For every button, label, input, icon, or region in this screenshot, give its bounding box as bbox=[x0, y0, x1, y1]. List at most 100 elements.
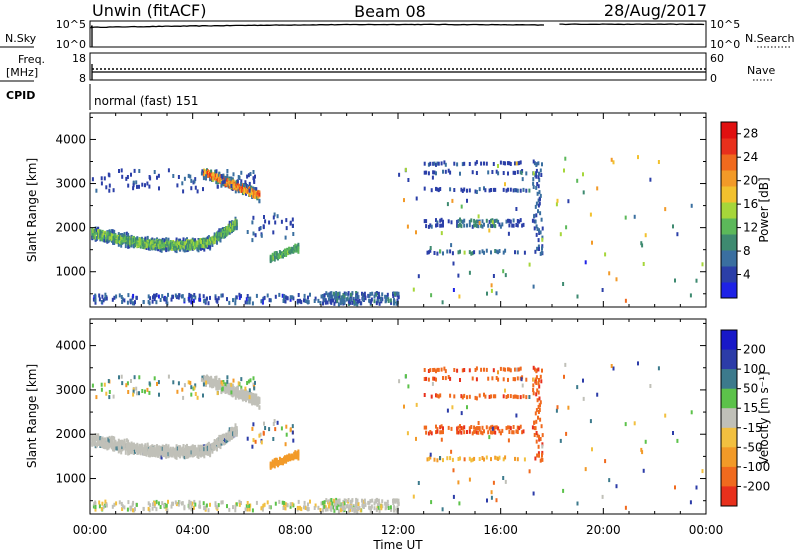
power-cell bbox=[494, 224, 496, 228]
velocity-cell bbox=[307, 503, 309, 507]
velocity-cell bbox=[256, 501, 258, 505]
power-cell bbox=[224, 180, 226, 184]
power-cell bbox=[535, 186, 537, 190]
power-cell bbox=[182, 294, 184, 298]
power-cell bbox=[255, 233, 257, 237]
velocity-cell bbox=[501, 429, 503, 433]
power-cell bbox=[501, 222, 503, 226]
power-cell bbox=[217, 185, 219, 189]
velocity-cell bbox=[539, 418, 541, 422]
velocity-cell bbox=[535, 381, 537, 385]
power-cell bbox=[472, 170, 474, 174]
power-cell bbox=[178, 175, 180, 179]
power-cell bbox=[251, 220, 253, 224]
velocity-cell bbox=[329, 502, 331, 506]
power-cell bbox=[540, 173, 542, 177]
velocity-cell bbox=[205, 381, 207, 385]
velocity-cell bbox=[127, 390, 129, 394]
velocity-cell bbox=[435, 378, 437, 382]
velocity-cell bbox=[101, 388, 103, 392]
power-cell bbox=[292, 224, 294, 228]
power-colorbar-segment bbox=[721, 170, 737, 187]
power-cell bbox=[98, 294, 100, 298]
power-cell bbox=[160, 298, 162, 302]
velocity-cell bbox=[691, 410, 693, 414]
power-cell bbox=[532, 219, 534, 223]
power-colorbar-tick-label: 8 bbox=[743, 244, 751, 258]
velocity-cell bbox=[109, 390, 111, 394]
power-cell bbox=[497, 171, 499, 175]
velocity-cell bbox=[274, 427, 276, 431]
velocity-cell bbox=[190, 393, 192, 397]
power-cell bbox=[236, 219, 238, 223]
velocity-cell bbox=[508, 430, 510, 434]
power-cell bbox=[322, 301, 324, 305]
power-cell bbox=[156, 176, 158, 180]
velocity-cell bbox=[290, 502, 292, 506]
velocity-cell bbox=[178, 381, 180, 385]
velocity-cell bbox=[388, 506, 390, 510]
velocity-cell bbox=[101, 383, 103, 387]
velocity-cell bbox=[428, 378, 430, 382]
velocity-cell bbox=[424, 393, 426, 397]
power-cell bbox=[184, 177, 186, 181]
power-cell bbox=[445, 170, 447, 174]
velocity-cell bbox=[538, 445, 540, 449]
power-cell bbox=[208, 301, 210, 305]
velocity-cell bbox=[425, 426, 427, 430]
velocity-cell bbox=[537, 368, 539, 372]
power-colorbar-segment bbox=[721, 186, 737, 203]
velocity-cell bbox=[246, 381, 248, 385]
power-cell bbox=[350, 293, 352, 297]
power-cell bbox=[476, 160, 478, 164]
power-cell bbox=[357, 300, 359, 304]
power-cell bbox=[507, 188, 509, 192]
power-cell bbox=[154, 295, 156, 299]
power-cell bbox=[341, 296, 343, 300]
power-cell bbox=[513, 219, 515, 223]
velocity-cell bbox=[562, 489, 564, 493]
velocity-cell bbox=[374, 502, 376, 506]
power-cell bbox=[542, 227, 544, 231]
velocity-cell bbox=[445, 369, 447, 373]
velocity-cell bbox=[438, 368, 440, 372]
power-cell bbox=[513, 224, 515, 228]
velocity-cell bbox=[249, 508, 251, 512]
velocity-cell bbox=[172, 502, 174, 506]
power-cell bbox=[533, 285, 535, 289]
power-colorbar-tick-label: 28 bbox=[743, 127, 758, 141]
velocity-cell bbox=[292, 439, 294, 443]
power-cell bbox=[486, 162, 488, 166]
power-cell bbox=[539, 202, 541, 206]
power-cell bbox=[407, 178, 409, 182]
power-cell bbox=[469, 223, 471, 227]
power-cell bbox=[458, 295, 460, 299]
velocity-cell bbox=[190, 507, 192, 511]
power-cell bbox=[536, 224, 538, 228]
power-cell bbox=[375, 293, 377, 297]
power-cell bbox=[532, 177, 534, 181]
velocity-cell bbox=[390, 505, 392, 509]
power-cell bbox=[535, 175, 537, 179]
velocity-cell bbox=[258, 405, 260, 409]
power-ylabel: Slant Range [km] bbox=[25, 158, 39, 262]
velocity-cell bbox=[230, 383, 232, 387]
velocity-cell bbox=[439, 393, 441, 397]
velocity-cell bbox=[158, 380, 160, 384]
power-cell bbox=[238, 175, 240, 179]
velocity-cell bbox=[504, 455, 506, 459]
velocity-cell bbox=[236, 429, 238, 433]
velocity-cell bbox=[154, 376, 156, 380]
velocity-cell bbox=[487, 377, 489, 381]
velocity-cell bbox=[378, 502, 380, 506]
velocity-cell bbox=[538, 435, 540, 439]
velocity-cell bbox=[253, 376, 255, 380]
power-cell bbox=[520, 160, 522, 164]
power-cell bbox=[263, 225, 265, 229]
power-cell bbox=[183, 298, 185, 302]
velocity-cell bbox=[182, 501, 184, 505]
power-cell bbox=[283, 294, 285, 298]
y-tick-label: 1000 bbox=[55, 265, 86, 279]
power-cell bbox=[541, 251, 543, 255]
